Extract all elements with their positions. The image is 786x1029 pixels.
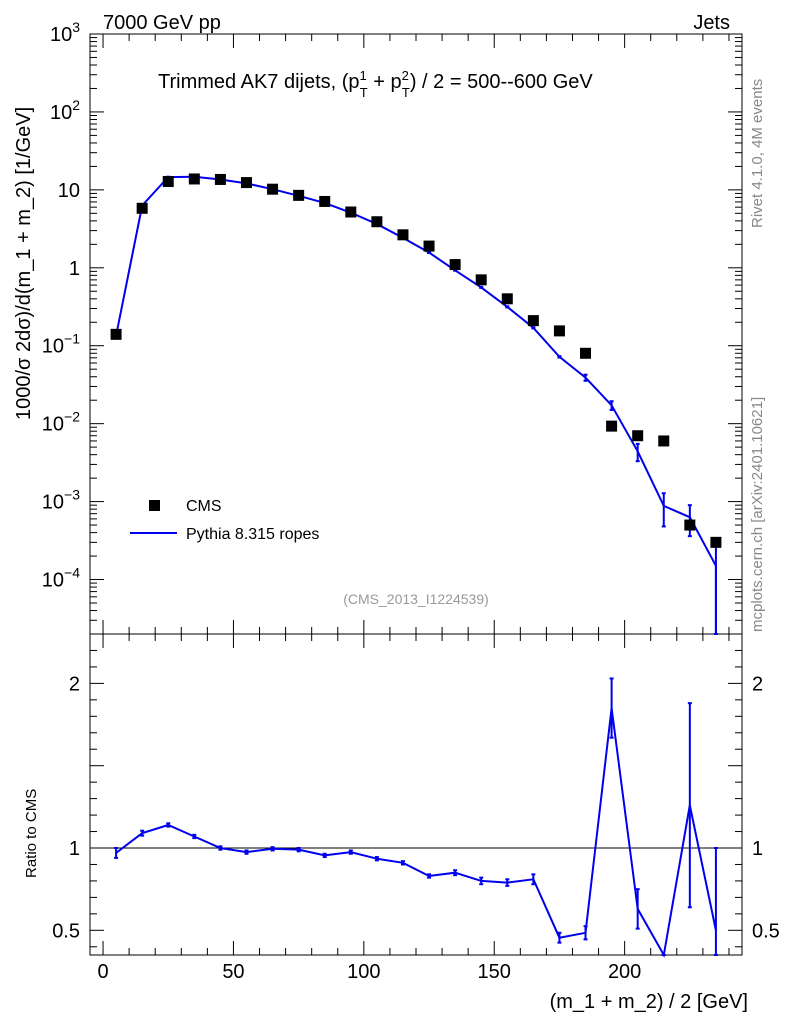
ratio-y-tick-label: 1 [69, 838, 80, 860]
title-sub-2: T [402, 85, 410, 100]
cms-data-point [606, 420, 618, 432]
cms-data-point [188, 173, 200, 185]
y-tick-label: 102 [50, 97, 80, 124]
ratio-y-tick-label-right: 0.5 [752, 920, 780, 942]
y-tick-label: 10−2 [42, 409, 80, 436]
cms-data-point [580, 347, 592, 359]
cms-data-point [371, 216, 383, 228]
cms-data-point [423, 240, 435, 252]
cms-data-point [214, 173, 226, 185]
category-label: Jets [693, 12, 730, 34]
cms-data-point [632, 430, 644, 442]
ratio-y-tick-label-right: 2 [752, 673, 763, 695]
cms-data-point [240, 177, 252, 189]
x-tick-label: 0 [97, 961, 108, 983]
cms-data-point [658, 435, 670, 447]
energy-label: 7000 GeV pp [103, 12, 221, 34]
cms-data-point [527, 315, 539, 327]
y-tick-label: 1 [69, 258, 80, 280]
title-mid: + p [368, 71, 402, 93]
legend-marker-cms [149, 500, 160, 511]
y-tick-label: 10−4 [42, 565, 80, 592]
y-tick-label: 10 [58, 180, 80, 202]
mcplots-label: mcplots.cern.ch [arXiv:2401.10621] [749, 397, 766, 632]
cms-data-point [267, 183, 279, 195]
ratio-y-tick-label: 2 [69, 673, 80, 695]
cms-data-point [319, 195, 331, 207]
legend-label-cms: CMS [186, 498, 222, 515]
ratio-series-line [115, 707, 717, 958]
axes-layer: 0 50 100 150 200 10−4 10−3 10−2 10−1 1 10 102 103 0.5… [42, 19, 780, 983]
title-prefix: Trimmed AK7 dijets, (p [158, 71, 360, 93]
x-tick-label: 150 [478, 961, 511, 983]
y-axis-label: 1000/σ 2dσ)/d(m_1 + m_2) [1/GeV] [13, 107, 35, 420]
title-sub-1: T [360, 85, 368, 100]
ratio-y-axis-label: Ratio to CMS [23, 789, 40, 878]
y-tick-label: 103 [50, 19, 80, 46]
legend-label-pythia: Pythia 8.315 ropes [186, 526, 319, 543]
title-sup-1: 1 [360, 68, 367, 83]
x-tick-label: 100 [347, 961, 380, 983]
x-axis-label: (m_1 + m_2) / 2 [GeV] [550, 991, 748, 1013]
rivet-label: Rivet 4.1.0, 4M events [749, 79, 766, 228]
data-layer [110, 173, 722, 958]
y-tick-label: 10−3 [42, 487, 80, 514]
plot-title: Trimmed AK7 dijets, (p1 T + p2 T) / 2 = 50… [158, 68, 593, 100]
legend: CMS Pythia 8.315 ropes [130, 498, 319, 543]
ratio-y-tick-label: 0.5 [52, 920, 80, 942]
cms-data-point [710, 536, 722, 548]
cms-data-point [449, 259, 461, 271]
cms-data-point [293, 189, 305, 201]
y-tick-label: 10−1 [42, 331, 80, 358]
x-tick-label: 50 [222, 961, 244, 983]
cms-data-point [684, 519, 696, 531]
cms-data-point [136, 202, 148, 214]
title-sup-2: 2 [402, 68, 409, 83]
cms-data-point [162, 176, 174, 188]
cms-data-point [345, 206, 357, 218]
ratio-y-tick-label-right: 1 [752, 838, 763, 860]
title-suffix: ) / 2 = 500--600 GeV [410, 71, 594, 93]
cms-data-point [553, 325, 565, 337]
cms-data-point [501, 293, 513, 305]
cms-data-point [397, 229, 409, 241]
cms-data-point [475, 274, 487, 286]
cms-data-point [110, 328, 122, 340]
x-tick-label: 200 [608, 961, 641, 983]
analysis-id: (CMS_2013_I1224539) [343, 591, 489, 607]
